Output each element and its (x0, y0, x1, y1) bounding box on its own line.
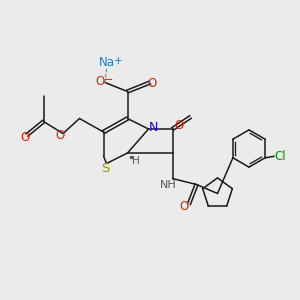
Text: NH: NH (160, 179, 176, 190)
Text: O: O (175, 118, 184, 132)
Text: O: O (179, 200, 188, 214)
Text: O: O (96, 75, 105, 88)
Text: O: O (56, 129, 64, 142)
Text: N: N (148, 121, 158, 134)
Text: S: S (101, 162, 109, 176)
Text: O: O (148, 77, 157, 90)
Text: −: − (104, 75, 113, 85)
Text: O: O (20, 131, 29, 144)
Text: +: + (114, 56, 123, 66)
Text: H: H (132, 155, 140, 166)
Text: Cl: Cl (274, 150, 286, 163)
Text: Na: Na (98, 56, 115, 70)
